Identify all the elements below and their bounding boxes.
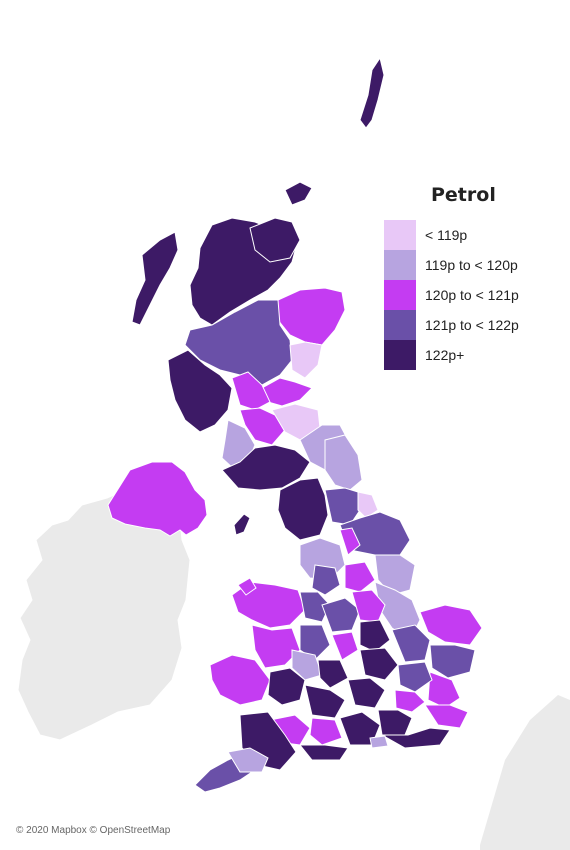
region-shropshire[interactable] xyxy=(299,624,331,661)
region-aberdeenshire[interactable] xyxy=(277,287,346,346)
region-east-yorkshire[interactable] xyxy=(374,554,416,596)
region-anglesey[interactable] xyxy=(237,577,257,596)
region-surrey[interactable] xyxy=(377,709,413,736)
region-northumberland[interactable] xyxy=(324,434,363,491)
region-oxfordshire[interactable] xyxy=(347,677,386,709)
legend-swatch xyxy=(384,310,416,340)
legend-label: 119p to < 120p xyxy=(425,257,518,273)
legend-item: 121p to < 122p xyxy=(384,310,554,340)
region-cornwall-east[interactable] xyxy=(227,747,269,773)
region-worcestershire[interactable] xyxy=(317,659,349,689)
legend-item: 119p to < 120p xyxy=(384,250,554,280)
region-suffolk[interactable] xyxy=(429,644,476,679)
region-western-isles[interactable] xyxy=(131,231,179,326)
region-norfolk[interactable] xyxy=(419,604,483,646)
region-wiltshire[interactable] xyxy=(309,717,343,746)
region-hampshire[interactable] xyxy=(339,711,381,746)
region-south-west-wales[interactable] xyxy=(209,654,271,706)
region-staffordshire[interactable] xyxy=(321,597,361,633)
region-derbyshire[interactable] xyxy=(351,589,386,623)
region-argyll[interactable] xyxy=(167,349,233,433)
legend-item: < 119p xyxy=(384,220,554,250)
legend-title: Petrol xyxy=(431,184,496,206)
region-leicestershire[interactable] xyxy=(359,619,391,653)
region-herefordshire[interactable] xyxy=(291,649,323,681)
region-west-midlands[interactable] xyxy=(331,631,359,661)
region-isle-of-man[interactable] xyxy=(233,513,251,536)
region-stirling[interactable] xyxy=(231,371,271,411)
region-north-wales[interactable] xyxy=(231,581,306,629)
region-south-wales[interactable] xyxy=(267,667,306,706)
region-shetland[interactable] xyxy=(359,56,385,129)
region-sutherland-east[interactable] xyxy=(249,217,301,263)
legend-label: < 119p xyxy=(425,227,468,243)
region-isle-of-wight[interactable] xyxy=(369,735,389,749)
legend-swatch xyxy=(384,280,416,310)
region-south-yorkshire[interactable] xyxy=(344,561,376,593)
region-dumfries[interactable] xyxy=(221,444,311,491)
region-angus[interactable] xyxy=(289,341,323,379)
region-west-yorkshire[interactable] xyxy=(339,527,361,556)
region-kent[interactable] xyxy=(424,704,469,729)
region-cambridgeshire[interactable] xyxy=(391,624,431,663)
legend-item: 120p to < 121p xyxy=(384,280,554,310)
legend-item: 122p+ xyxy=(384,340,554,370)
region-sussex[interactable] xyxy=(380,727,451,749)
region-gloucestershire[interactable] xyxy=(304,684,346,719)
region-northamptonshire[interactable] xyxy=(359,647,399,681)
region-northern-ireland[interactable] xyxy=(107,461,208,537)
region-perth-fife[interactable] xyxy=(261,377,313,407)
region-orkney[interactable] xyxy=(284,181,313,206)
region-glasgow[interactable] xyxy=(239,407,286,446)
region-dorset[interactable] xyxy=(298,744,349,761)
map-attribution[interactable]: © 2020 Mapbox © OpenStreetMap xyxy=(16,825,171,836)
legend-swatch xyxy=(384,340,416,370)
region-greater-manchester[interactable] xyxy=(311,564,341,596)
legend-label: 121p to < 122p xyxy=(425,317,519,333)
france-coast xyxy=(480,695,570,850)
region-essex[interactable] xyxy=(427,671,461,709)
ireland-landmass xyxy=(17,487,191,741)
legend-swatch xyxy=(384,250,416,280)
legend-label: 122p+ xyxy=(425,347,465,363)
legend-label: 120p to < 121p xyxy=(425,287,519,303)
region-greater-london[interactable] xyxy=(394,689,426,713)
legend-swatch xyxy=(384,220,416,250)
region-hertfordshire[interactable] xyxy=(397,661,433,693)
map-legend: Petrol < 119p 119p to < 120p 120p to < 1… xyxy=(384,184,554,370)
region-cumbria[interactable] xyxy=(277,477,329,541)
